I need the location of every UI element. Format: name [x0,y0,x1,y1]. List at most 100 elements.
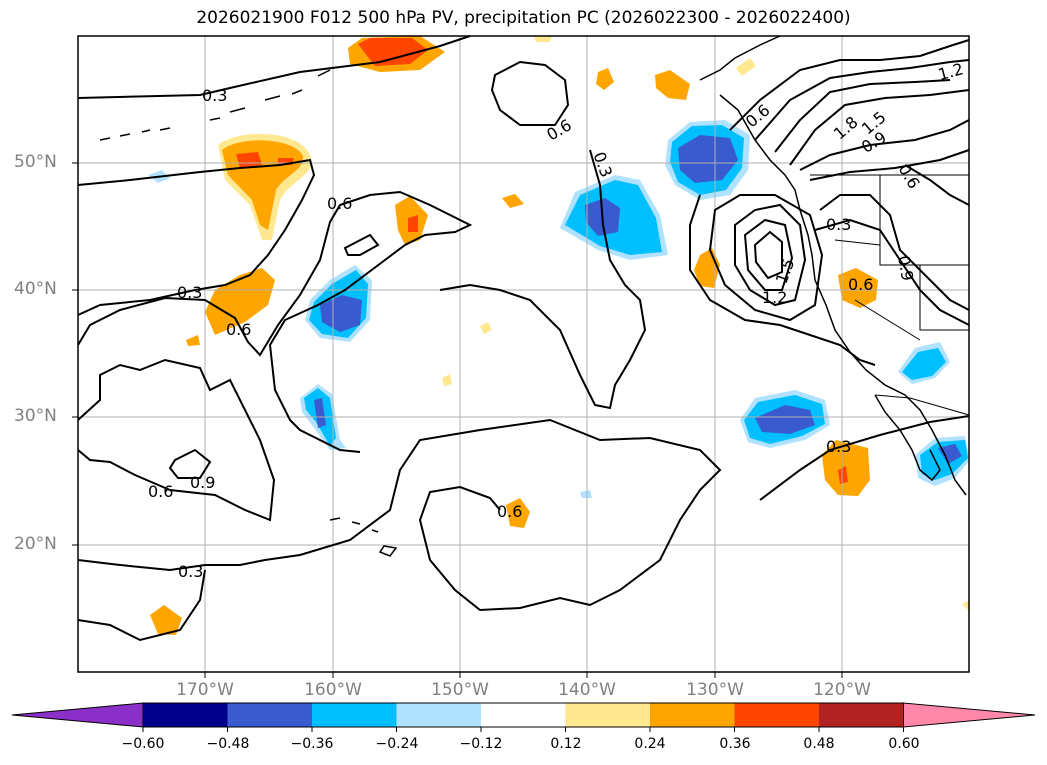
pv-contour [809,149,970,181]
lon-label: 120°W [813,680,871,700]
colorbar-bin [565,703,651,727]
pv-contour [753,230,783,280]
colorbar-tick-label: 0.36 [719,736,751,752]
hawaii-islands [329,517,398,557]
coastline-alaska [699,35,781,81]
pv-contour [904,164,970,206]
contour-label: 0.3 [590,149,617,179]
colorbar [11,702,1036,732]
colorbar-bin [312,703,397,727]
colorbar-tick-label: −0.24 [375,736,419,752]
precip-blob [205,268,275,335]
border-state [834,239,881,246]
colorbar-tick-label: −0.36 [290,736,334,752]
pv-contour [814,218,970,326]
precip-blob [838,466,848,484]
pv-contour [734,203,807,307]
contour-label: 1.5 [858,107,890,138]
colorbar-tick-label: −0.60 [121,736,165,752]
precip-blob [580,490,592,498]
lat-label: 50°N [14,152,57,172]
precip-blob [186,335,200,346]
contour-label: 0.6 [895,160,924,192]
pv-contour [759,415,970,501]
precip-blob [678,135,738,183]
colorbar-tick-label: 0.60 [888,736,920,752]
pv-contour [774,79,951,153]
colorbar-extend-max [903,702,1036,728]
pv-contour [77,569,206,642]
contour-label: 0.9 [894,254,917,282]
precip-blob [534,36,552,42]
pv-contour [490,60,570,126]
lon-label: 130°W [686,680,744,700]
colorbar-tick-label: 0.24 [634,736,666,752]
gridlines [78,36,969,672]
contour-label: 0.6 [848,275,873,294]
border-state [919,265,969,331]
colorbar-tick-label: −0.12 [459,736,503,752]
pv-contour [819,194,970,311]
pv-contour [799,119,970,171]
precip-blob [755,405,815,434]
contour-label: 0.6 [327,194,352,213]
contour-label: 1.8 [830,112,862,143]
pv-contour [743,218,794,291]
map-frame [77,35,970,673]
precip-blob [408,215,418,232]
colorbar-bin [143,703,228,727]
lon-label: 170°W [176,680,234,700]
colorbar-bin [650,703,735,727]
contour-label: 0.3 [826,215,851,234]
pv-contour [77,418,722,612]
contour-label: 0.9 [190,473,215,492]
precip-blob [358,38,428,66]
precip-negative-areas [148,120,970,498]
colorbar-tick-label: 0.12 [550,736,582,752]
precip-blob [442,374,452,386]
pv-contour [343,233,380,256]
colorbar-bin [396,703,482,727]
contour-label: 0.3 [202,86,227,105]
lat-label: 30°N [14,406,57,426]
precip-blob [314,398,326,428]
precip-blob [236,152,262,168]
precip-blob [506,498,530,528]
colorbar-bin [227,703,313,727]
lon-label: 160°W [304,680,362,700]
contour-label: 1.5 [772,256,799,286]
pv-contour [77,358,276,522]
precip-blob [320,295,362,332]
colorbar-bin [481,703,566,727]
border-state [854,299,921,341]
pv-contour [729,39,970,131]
precip-blob [962,600,970,612]
precip-blob [938,444,962,464]
pv-contour [77,190,473,453]
precip-blob [150,605,182,635]
pv-contours [77,35,970,642]
contour-label: 0.3 [826,437,851,456]
precip-blob [480,322,492,334]
lon-label: 140°W [558,680,616,700]
pv-contour [708,194,824,322]
colorbar-bin [819,703,904,727]
colorbar-extend-min [11,702,144,728]
precip-blob [736,58,756,76]
precip-blob [655,70,690,100]
contour-label: 0.6 [543,115,575,144]
pv-contour [789,89,970,166]
contour-label: 0.3 [177,283,202,302]
precip-blob [902,348,946,380]
axis-ticks [72,162,843,678]
pv-contour [439,149,647,410]
pv-contour [77,158,316,316]
baja-peninsula [874,394,941,482]
lat-label: 40°N [14,279,57,299]
colorbar-tick-label: 0.48 [803,736,835,752]
lon-label: 150°W [431,680,489,700]
precip-blob [502,194,524,208]
map-title: 2026021900 F012 500 hPa PV, precipitatio… [196,8,851,28]
border-us-mexico [874,394,970,416]
precip-blob [596,68,614,90]
